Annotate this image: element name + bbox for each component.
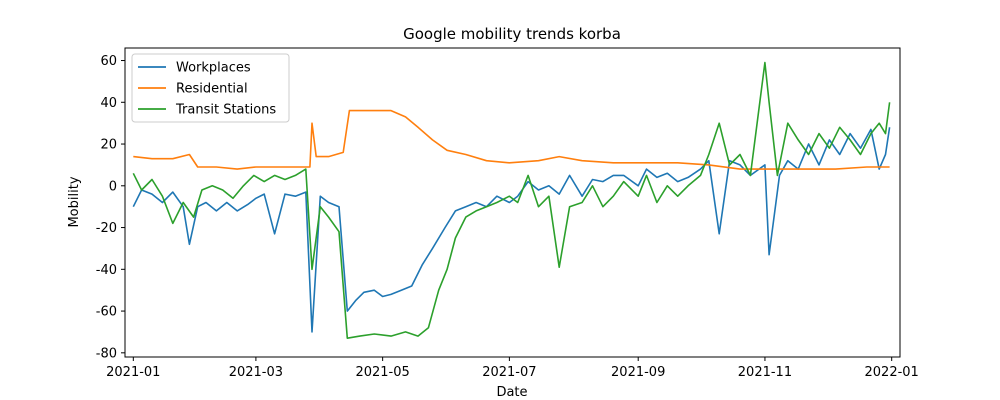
y-tick-label: 0 — [109, 179, 117, 194]
legend-box — [131, 53, 290, 123]
plot-frame — [124, 47, 901, 358]
series-lines — [132, 61, 891, 340]
series-line-transit-stations — [132, 61, 891, 340]
x-tick-label: 2021-01 — [106, 365, 160, 380]
x-tick-label: 2021-11 — [738, 365, 792, 380]
y-tick-label: -60 — [96, 305, 117, 320]
y-tick-label: 20 — [100, 138, 117, 153]
x-tick-label: 2022-01 — [865, 365, 919, 380]
legend: Workplaces Residential Transit Stations — [131, 53, 290, 123]
x-tick-label: 2021-07 — [482, 365, 536, 380]
y-axis-label: Mobility — [67, 176, 82, 227]
legend-label-transit-stations: Transit Stations — [175, 103, 276, 118]
legend-label-workplaces: Workplaces — [176, 61, 251, 76]
chart-title: Google mobility trends korba — [403, 25, 621, 43]
y-tick-label: -20 — [96, 221, 117, 236]
x-tick-label: 2021-05 — [355, 365, 409, 380]
series-line-residential — [133, 109, 890, 170]
x-axis: 2021-01 2021-03 2021-05 2021-07 2021-09 2021-… — [106, 357, 919, 380]
y-tick-label: 40 — [100, 96, 117, 111]
y-tick-label: 60 — [100, 54, 117, 69]
y-tick-label: -80 — [96, 346, 117, 361]
legend-label-residential: Residential — [176, 82, 248, 97]
y-tick-label: -40 — [96, 263, 117, 278]
x-tick-label: 2021-03 — [229, 365, 283, 380]
x-axis-label: Date — [496, 385, 527, 400]
x-tick-label: 2021-09 — [611, 365, 665, 380]
y-axis: 60 40 20 0 -20 -40 -60 -80 — [96, 54, 125, 361]
